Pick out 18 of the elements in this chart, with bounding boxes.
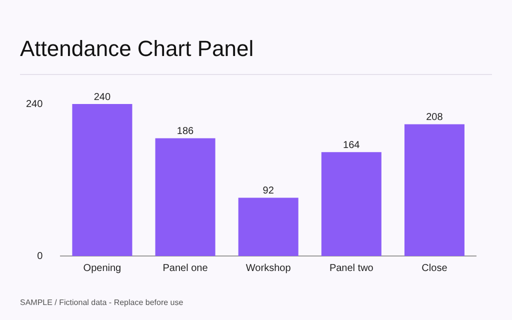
x-tick-label: Workshop	[246, 262, 292, 274]
x-tick-label: Panel one	[162, 262, 208, 274]
data-label: 186	[176, 126, 194, 137]
data-label: 164	[343, 140, 360, 151]
bar	[238, 198, 298, 256]
bar	[72, 104, 132, 256]
data-label: 240	[94, 92, 111, 103]
x-tick-label: Close	[422, 262, 448, 274]
chart-title: Attendance Chart Panel	[20, 36, 254, 62]
x-tick-label: Panel two	[329, 262, 374, 274]
text: SAMPLE / Fictional data - Replace before use	[20, 298, 184, 307]
data-label: 208	[426, 112, 444, 124]
bar	[155, 138, 216, 256]
data-label: 92	[262, 185, 274, 196]
x-tick-label: Opening	[83, 262, 122, 274]
bar	[321, 152, 382, 256]
bar	[404, 124, 464, 256]
y-tick-label: 0	[37, 250, 44, 262]
